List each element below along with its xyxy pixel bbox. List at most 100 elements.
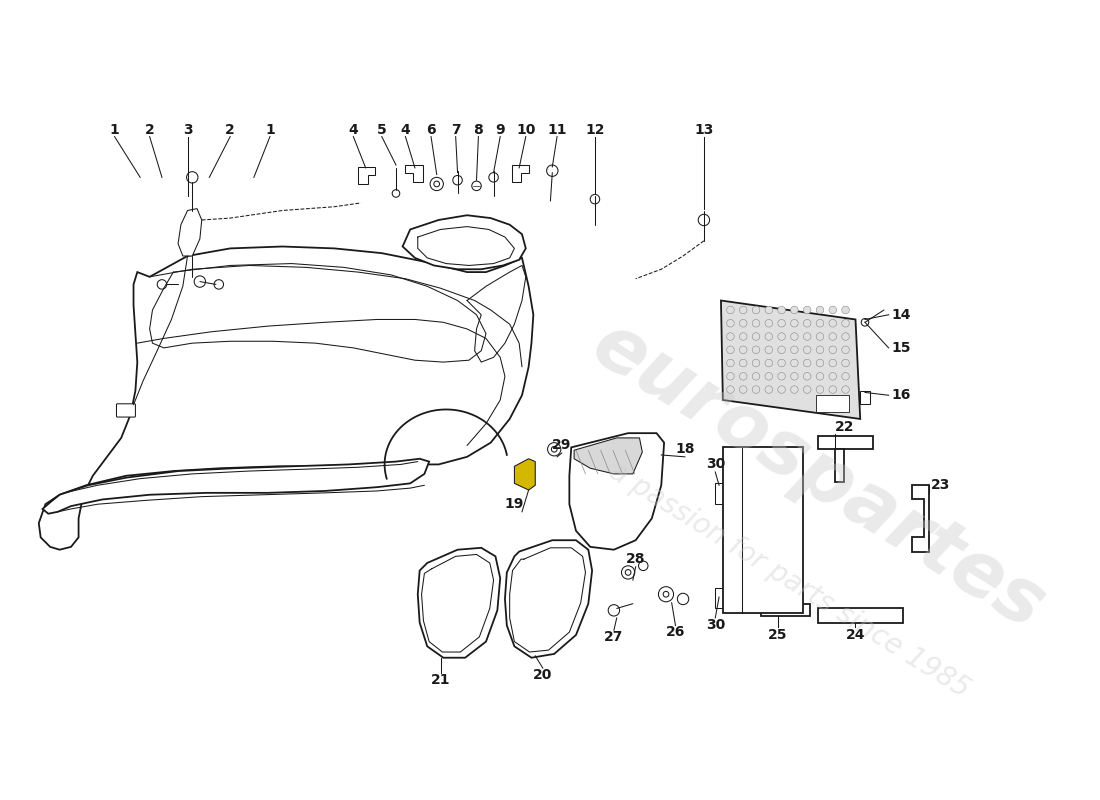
Circle shape [842, 386, 849, 394]
Circle shape [778, 373, 785, 380]
Text: 22: 22 [835, 419, 854, 434]
Circle shape [214, 280, 223, 289]
Circle shape [393, 190, 399, 198]
Polygon shape [39, 246, 534, 550]
Text: 5: 5 [377, 123, 386, 137]
Text: 18: 18 [675, 442, 695, 456]
Circle shape [727, 359, 734, 367]
Text: 7: 7 [451, 123, 461, 137]
Polygon shape [912, 486, 930, 551]
Text: 1: 1 [110, 123, 120, 137]
Circle shape [816, 346, 824, 354]
Text: a passion for parts since 1985: a passion for parts since 1985 [604, 457, 975, 703]
Circle shape [791, 386, 799, 394]
Circle shape [778, 306, 785, 314]
Bar [835, 450, 844, 482]
Polygon shape [418, 548, 500, 658]
Circle shape [752, 306, 760, 314]
Text: 16: 16 [891, 388, 911, 402]
Circle shape [625, 570, 631, 575]
Bar [816, 395, 849, 412]
Text: 15: 15 [891, 341, 911, 355]
Polygon shape [720, 301, 860, 419]
Text: 3: 3 [183, 123, 192, 137]
Circle shape [816, 386, 824, 394]
Circle shape [842, 359, 849, 367]
Text: 2: 2 [145, 123, 154, 137]
Circle shape [842, 306, 849, 314]
Circle shape [739, 333, 747, 340]
Circle shape [727, 306, 734, 314]
Circle shape [739, 346, 747, 354]
Bar [715, 483, 727, 504]
Polygon shape [178, 209, 201, 256]
Circle shape [433, 181, 440, 187]
Text: 4: 4 [400, 123, 410, 137]
Text: 30: 30 [705, 458, 725, 471]
Circle shape [803, 319, 811, 327]
Circle shape [739, 373, 747, 380]
Circle shape [764, 386, 772, 394]
Circle shape [608, 605, 619, 616]
Circle shape [621, 566, 635, 579]
Text: 20: 20 [534, 668, 552, 682]
Circle shape [187, 172, 198, 183]
Circle shape [791, 333, 799, 340]
Circle shape [663, 591, 669, 597]
Text: eurospartes: eurospartes [578, 307, 1057, 645]
Circle shape [803, 306, 811, 314]
Circle shape [551, 446, 557, 452]
Bar [817, 436, 872, 450]
Text: 6: 6 [426, 123, 436, 137]
Circle shape [157, 280, 167, 289]
Polygon shape [359, 167, 375, 184]
Circle shape [727, 319, 734, 327]
Circle shape [778, 319, 785, 327]
Text: 9: 9 [495, 123, 505, 137]
Circle shape [778, 359, 785, 367]
Circle shape [816, 359, 824, 367]
Circle shape [764, 373, 772, 380]
Text: 24: 24 [846, 628, 866, 642]
Circle shape [638, 561, 648, 570]
Circle shape [727, 386, 734, 394]
Circle shape [727, 373, 734, 380]
Circle shape [829, 306, 836, 314]
Circle shape [752, 333, 760, 340]
Circle shape [791, 319, 799, 327]
Circle shape [678, 594, 689, 605]
Text: 1: 1 [265, 123, 275, 137]
Circle shape [861, 318, 869, 326]
Circle shape [764, 333, 772, 340]
Text: 8: 8 [473, 123, 483, 137]
Bar [817, 609, 903, 622]
Circle shape [698, 214, 710, 226]
Circle shape [591, 194, 600, 204]
Bar [715, 587, 727, 609]
Circle shape [842, 346, 849, 354]
Circle shape [739, 386, 747, 394]
Circle shape [488, 173, 498, 182]
Circle shape [764, 359, 772, 367]
Circle shape [739, 319, 747, 327]
Circle shape [816, 373, 824, 380]
Circle shape [547, 165, 558, 176]
Polygon shape [406, 165, 422, 182]
Circle shape [764, 306, 772, 314]
Polygon shape [515, 458, 536, 490]
Circle shape [453, 175, 462, 185]
Polygon shape [403, 215, 526, 270]
Circle shape [791, 373, 799, 380]
Polygon shape [512, 165, 529, 182]
Circle shape [195, 276, 206, 287]
Circle shape [659, 586, 673, 602]
Circle shape [816, 333, 824, 340]
Circle shape [803, 346, 811, 354]
Text: 30: 30 [705, 618, 725, 633]
Circle shape [778, 386, 785, 394]
Circle shape [842, 333, 849, 340]
Bar [761, 604, 810, 616]
Polygon shape [570, 433, 664, 550]
Circle shape [803, 373, 811, 380]
Text: 14: 14 [891, 308, 911, 322]
